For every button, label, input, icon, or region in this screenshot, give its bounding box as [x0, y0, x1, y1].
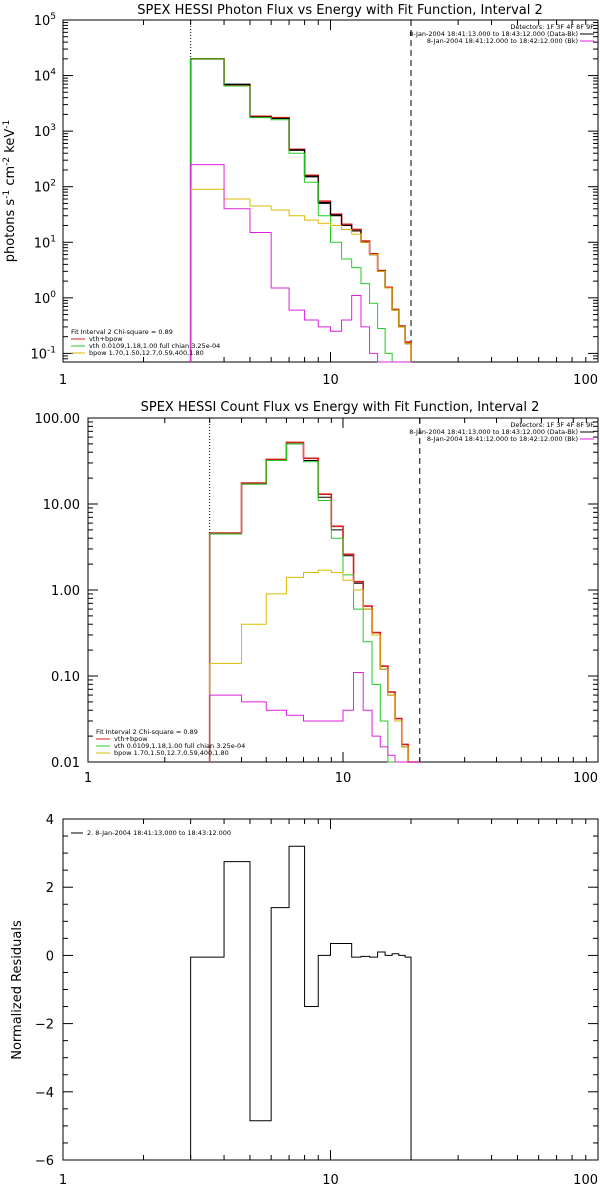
y-tick-label: 100 — [34, 290, 57, 307]
y-tick-label: 105 — [34, 12, 56, 29]
legend-entry-label: 8-Jan-2004 18:41:13.000 to 18:43:12.000 … — [409, 428, 578, 436]
fit-info-label: Fit Interval 2 Chi-square = 0.89 — [71, 328, 173, 336]
residuals-legend-top-left: 2. 8-Jan-2004 18:41:13.000 to 18:43:12.0… — [71, 829, 231, 837]
legend-entry-label: 2. 8-Jan-2004 18:41:13.000 to 18:43:12.0… — [87, 829, 231, 837]
residuals-x-tick-labels: 1 10 100 — [59, 1173, 598, 1188]
series-bpow — [190, 188, 412, 362]
count-detectors-label: Detectors: 1F 3F 4F 8F 9F — [510, 421, 594, 429]
count-series — [208, 441, 420, 763]
series-vth — [209, 443, 420, 763]
legend-entry-label: 8-Jan-2004 18:41:13.000 to 18:43:12.000 … — [409, 30, 578, 38]
x-tick-label: 100 — [573, 373, 598, 388]
y-tick-label: 0 — [46, 949, 54, 964]
residuals-y-tick-labels: −6 −4 −2 0 2 4 — [35, 813, 54, 1169]
count-x-tick-labels: 1 10 100 — [84, 771, 598, 786]
y-tick-label: 4 — [46, 813, 54, 828]
x-tick-label: 100 — [573, 771, 598, 786]
x-tick-label: 100 — [573, 1173, 598, 1188]
series-bpow — [209, 569, 420, 763]
y-tick-label: 102 — [34, 179, 56, 196]
legend-entry-label: vth 0.0109,1.18,1.00 full chian 3.25e-04 — [89, 342, 220, 350]
count-legend-top-right: 8-Jan-2004 18:41:13.000 to 18:43:12.000 … — [409, 428, 594, 443]
photon-chart-title: SPEX HESSI Photon Flux vs Energy with Fi… — [137, 3, 543, 18]
fit-info-label: Fit Interval 2 Chi-square = 0.89 — [96, 728, 198, 736]
residuals-plot-frame — [62, 818, 599, 1161]
y-tick-label: 0.01 — [51, 756, 80, 771]
photon-y-axis-label: photons s-1 cm-2 keV-1 — [2, 120, 18, 262]
series-vth — [190, 58, 412, 363]
count-legend-bottom-left: Fit Interval 2 Chi-square = 0.89vth+bpow… — [96, 728, 245, 757]
x-tick-label: 1 — [84, 771, 92, 786]
y-tick-label: 103 — [34, 123, 56, 140]
residuals-axis-ticks — [62, 818, 598, 1161]
legend-entry-label: vth 0.0109,1.18,1.00 full chian 3.25e-04 — [114, 742, 245, 750]
count-axis-ticks — [87, 417, 598, 763]
x-tick-label: 1 — [59, 1173, 67, 1188]
y-tick-label: 104 — [34, 68, 57, 85]
y-tick-label: 10.00 — [43, 498, 80, 513]
legend-entry-label: bpow 1.70,1.50,12.7,0.59,400,1.80 — [89, 349, 204, 357]
legend-entry-label: 8-Jan-2004 18:41:12.000 to 18:42:12.000 … — [427, 37, 578, 45]
photon-y-tick-labels: 10-1 100 101 102 103 104 105 — [30, 12, 56, 362]
photon-x-tick-labels: 1 10 100 — [59, 373, 598, 388]
y-tick-label: 1.00 — [51, 584, 80, 599]
count-reference-lines — [209, 418, 421, 762]
photon-detectors-label: Detectors: 1F 3F 4F 8F 9F — [510, 23, 594, 31]
legend-entry-label: bpow 1.70,1.50,12.7,0.59,400,1.80 — [114, 749, 229, 757]
photon-legend-bottom-left: Fit Interval 2 Chi-square = 0.89vth+bpow… — [71, 328, 220, 357]
photon-series — [189, 58, 412, 363]
legend-entry-label: vth+bpow — [114, 735, 148, 743]
count-flux-chart: SPEX HESSI Count Flux vs Energy with Fit… — [35, 400, 599, 786]
series-data2 — [208, 441, 420, 763]
legend-entry-label: vth+bpow — [89, 335, 123, 343]
residuals-series — [190, 845, 412, 1160]
x-tick-label: 10 — [322, 373, 339, 388]
series-bk — [190, 164, 412, 363]
y-tick-label: 100.00 — [35, 412, 81, 427]
legend-entry-label: 8-Jan-2004 18:41:12.000 to 18:42:12.000 … — [427, 435, 578, 443]
photon-axis-ticks — [62, 19, 598, 363]
photon-flux-chart: SPEX HESSI Photon Flux vs Energy with Fi… — [2, 3, 599, 388]
series-data2 — [189, 58, 412, 362]
y-tick-label: 10-1 — [30, 345, 56, 362]
y-tick-label: 101 — [34, 234, 56, 251]
x-tick-label: 1 — [59, 373, 67, 388]
photon-plot-frame — [62, 19, 599, 363]
photon-legend-top-right: 8-Jan-2004 18:41:13.000 to 18:43:12.000 … — [409, 30, 594, 45]
residuals-y-axis-label: Normalized Residuals — [10, 920, 25, 1060]
residuals-chart: 1 10 100 −6 −4 −2 0 2 4 Normalized Residuals 2.… — [10, 813, 599, 1188]
y-tick-label: −2 — [35, 1018, 54, 1033]
count-y-tick-labels: 0.01 0.10 1.00 10.00 100.00 — [35, 412, 81, 771]
y-tick-label: −4 — [35, 1086, 54, 1101]
series-residuals — [190, 845, 412, 1160]
y-tick-label: 0.10 — [51, 670, 80, 685]
y-tick-label: 2 — [46, 881, 54, 896]
y-tick-label: −6 — [35, 1154, 54, 1169]
count-chart-title: SPEX HESSI Count Flux vs Energy with Fit… — [141, 400, 540, 415]
series-bk — [209, 671, 420, 763]
x-tick-label: 10 — [335, 771, 352, 786]
x-tick-label: 10 — [322, 1173, 339, 1188]
